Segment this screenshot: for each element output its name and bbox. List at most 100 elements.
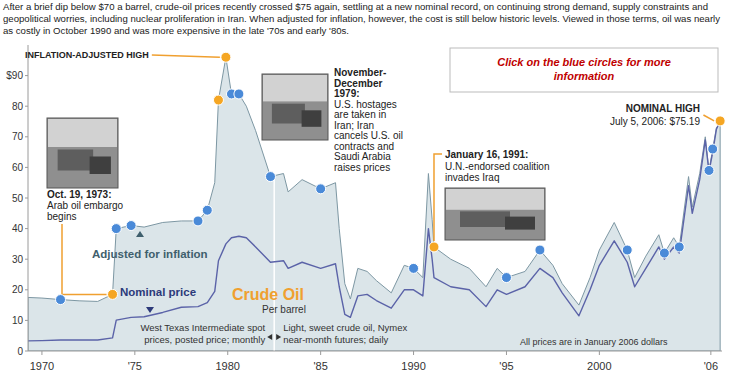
info-circle[interactable] — [234, 89, 244, 99]
annotation-text: cancels U.S. oil — [334, 130, 403, 141]
annotation-text: U.N.-endorsed coalition — [445, 161, 550, 172]
y-tick — [25, 289, 28, 290]
x-tick — [320, 351, 321, 355]
label-pointer — [146, 307, 154, 313]
x-tick — [506, 351, 507, 355]
annotation-text: Arab oil embargo — [47, 200, 124, 211]
annotation-heading: December — [334, 78, 382, 89]
x-tick — [710, 351, 711, 355]
info-circle[interactable] — [501, 273, 511, 283]
info-circle[interactable] — [674, 242, 684, 252]
info-circle[interactable] — [708, 144, 718, 154]
x-tick-label: '95 — [499, 360, 513, 372]
title: Crude Oil — [232, 286, 304, 303]
annotation-text: July 5, 2006: $75.19 — [610, 116, 701, 127]
x-axis — [28, 351, 722, 352]
y-tick-label: $90 — [6, 70, 23, 81]
page: 01020304050607080$901970'751980'851990'9… — [0, 0, 730, 381]
info-circle[interactable] — [704, 165, 714, 175]
info-circle[interactable] — [126, 221, 136, 231]
info-circle[interactable] — [202, 205, 212, 215]
photo-shape — [302, 110, 322, 127]
annotation-heading: information — [554, 70, 615, 82]
y-tick — [25, 228, 28, 229]
photo-shape — [505, 217, 535, 230]
x-tick — [599, 351, 600, 355]
photo — [262, 74, 328, 140]
inflation-area — [28, 57, 720, 351]
y-tick — [25, 259, 28, 260]
photo-sky — [446, 189, 544, 210]
info-box — [450, 48, 718, 92]
source-text: near-month futures; daily — [283, 334, 388, 345]
annotation-connector — [152, 55, 220, 57]
series-label: Nominal price — [120, 286, 196, 298]
unit-label: Per barrel — [262, 304, 306, 315]
annotation-text: raises prices — [334, 162, 390, 173]
x-tick-label: 1980 — [216, 360, 240, 372]
annotation-text: begins — [47, 211, 76, 222]
y-tick — [25, 167, 28, 168]
info-circle[interactable] — [265, 172, 275, 182]
annotation-connector — [703, 115, 714, 121]
info-circle[interactable] — [715, 116, 725, 126]
info-circle[interactable] — [108, 289, 118, 299]
plot-area — [28, 45, 720, 351]
x-tick — [227, 351, 228, 355]
y-tick-label: 70 — [12, 131, 24, 142]
annotation-text: invades Iraq — [445, 172, 499, 183]
label-pointer — [136, 231, 144, 237]
x-tick — [41, 351, 42, 355]
annotation-connector — [434, 154, 442, 241]
x-tick-label: 1970 — [30, 360, 54, 372]
info-circle[interactable] — [409, 263, 419, 273]
x-tick-label: '75 — [128, 360, 142, 372]
info-circle[interactable] — [193, 216, 203, 226]
annotation-text: Saudi Arabia — [334, 151, 391, 162]
info-circle[interactable] — [429, 242, 439, 252]
chart: 01020304050607080$901970'751980'851990'9… — [0, 0, 730, 381]
info-circle[interactable] — [622, 245, 632, 255]
y-tick-label: 60 — [12, 162, 24, 173]
annotation-heading: INFLATION-ADJUSTED HIGH — [25, 50, 149, 60]
photo-shape — [460, 211, 510, 227]
info-circle[interactable] — [316, 184, 326, 194]
info-circle[interactable] — [111, 224, 121, 234]
divider-arrow — [276, 334, 281, 340]
annotation-connector — [62, 224, 107, 294]
info-circle[interactable] — [221, 52, 231, 62]
info-circle[interactable] — [213, 95, 223, 105]
annotation-heading: 1979: — [334, 88, 360, 99]
x-tick — [134, 351, 135, 355]
photo-shape — [58, 150, 94, 171]
x-tick — [413, 351, 414, 355]
info-circle[interactable] — [535, 245, 545, 255]
annotation-text: are taken in — [334, 109, 386, 120]
photo-shape — [90, 157, 111, 175]
divider-arrow — [267, 334, 272, 340]
source-text: West Texas Intermediate spot — [140, 322, 265, 333]
photo-sky — [48, 119, 117, 147]
source-text: prices, posted price; monthly — [144, 334, 265, 345]
y-tick-label: 20 — [12, 284, 24, 295]
y-tick-label: 10 — [12, 315, 24, 326]
annotation-heading: Click on the blue circles for more — [497, 56, 671, 68]
annotation-heading: NOMINAL HIGH — [626, 103, 700, 114]
annotation-heading: November- — [334, 67, 386, 78]
x-tick-label: '85 — [313, 360, 327, 372]
info-circle[interactable] — [56, 295, 66, 305]
nominal-line — [28, 121, 720, 341]
photo-sky — [263, 75, 327, 101]
y-tick — [25, 320, 28, 321]
annotation-heading: Oct. 19, 1973: — [47, 189, 111, 200]
y-tick — [25, 198, 28, 199]
y-tick-label: 80 — [12, 101, 24, 112]
annotation-text: Iran; Iran — [334, 120, 374, 131]
info-circle[interactable] — [659, 248, 669, 258]
annotation-text: contracts and — [334, 141, 394, 152]
y-tick — [25, 75, 28, 76]
y-tick — [25, 136, 28, 137]
photo-shape — [272, 104, 305, 124]
intro-text: After a brief dip below $70 a barrel, cr… — [3, 1, 727, 37]
photo — [445, 188, 545, 240]
